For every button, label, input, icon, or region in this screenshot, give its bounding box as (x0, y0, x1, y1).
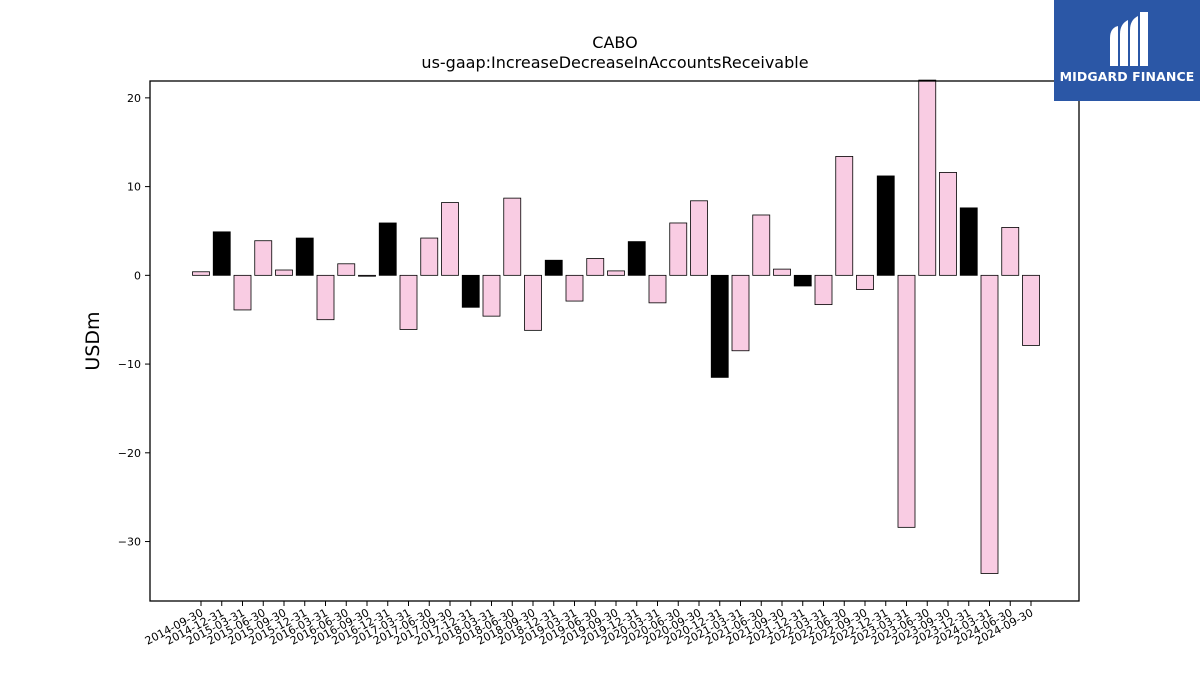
bar-2015-06-30 (254, 240, 273, 276)
bar-2020-03-31 (648, 274, 667, 304)
bar-2016-03-31 (316, 274, 335, 321)
bar-2020-09-30 (690, 200, 708, 276)
bar-2015-12-31 (295, 237, 314, 276)
chart-title: CABO (592, 33, 637, 52)
bar-2023-03-31 (897, 274, 916, 528)
bar-2019-03-31 (565, 274, 584, 302)
x-axis-ticks: 2014-09-302014-12-312015-03-312015-06-30… (143, 601, 1035, 648)
bar-2015-09-30 (275, 269, 293, 276)
bar-2014-09-30 (192, 271, 210, 276)
bar-2017-06-30 (420, 237, 439, 276)
bar-2019-09-30 (607, 270, 625, 276)
bar-2017-03-31 (399, 274, 418, 330)
bar-2022-06-30 (835, 156, 854, 276)
y-axis-label: USDm (82, 311, 104, 370)
bar-2023-09-30 (939, 171, 957, 276)
bar-2021-03-31 (731, 274, 750, 352)
chart-subtitle: us-gaap:IncreaseDecreaseInAccountsReceiv… (421, 53, 808, 72)
y-axis-ticks: 20 10 0 −10 −20 −30 (118, 92, 150, 549)
y-tick-label: 0 (134, 269, 141, 282)
y-tick-label: 10 (127, 181, 141, 194)
bars-group (192, 79, 1040, 574)
bar-2024-09-30 (1022, 274, 1040, 346)
y-tick-label: −30 (118, 536, 141, 549)
bar-2018-03-31 (482, 274, 501, 317)
bar-2017-09-30 (441, 202, 459, 276)
bar-2019-12-31 (627, 241, 646, 276)
bar-2022-12-31 (876, 175, 895, 276)
bar-2020-06-30 (669, 222, 688, 276)
bar-2016-09-30 (358, 274, 376, 277)
bar-2018-12-31 (544, 259, 563, 276)
bar-2021-12-31 (793, 274, 812, 287)
y-tick-label: −10 (118, 358, 141, 371)
bar-2022-03-31 (814, 274, 833, 306)
bar-2014-12-31 (212, 231, 231, 276)
midgard-mi-monogram-icon (1110, 12, 1148, 66)
bar-2021-09-30 (773, 268, 791, 276)
bar-2021-06-30 (752, 214, 771, 276)
bar-2023-12-31 (959, 207, 978, 276)
bar-2016-12-31 (378, 222, 397, 276)
bar-2019-06-30 (586, 258, 605, 276)
bar-2017-12-31 (461, 274, 480, 308)
bar-2024-03-31 (980, 274, 999, 574)
bar-2024-06-30 (1001, 227, 1020, 276)
y-tick-label: 20 (127, 92, 141, 105)
bar-2015-03-31 (233, 274, 252, 311)
bar-2022-09-30 (856, 274, 874, 290)
y-tick-label: −20 (118, 447, 141, 460)
plot-frame (149, 80, 1080, 602)
logo-text: MIDGARD FINANCE (1059, 69, 1195, 84)
bar-2020-12-31 (710, 274, 729, 378)
bar-2018-09-30 (524, 274, 542, 331)
bar-2023-06-30 (918, 79, 937, 276)
bar-2018-06-30 (503, 197, 522, 276)
bar-2016-06-30 (337, 263, 356, 276)
midgard-finance-logo: MIDGARD FINANCE (1054, 0, 1200, 101)
